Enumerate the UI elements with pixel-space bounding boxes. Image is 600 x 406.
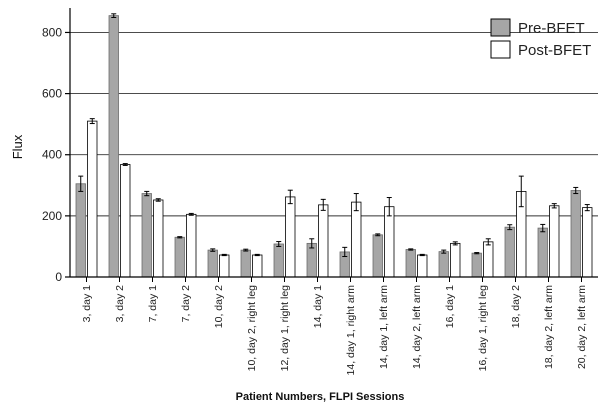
bar-pre-bfet: [372, 234, 383, 278]
bar-pre-bfet: [174, 236, 185, 278]
bar-post-bfet: [483, 241, 494, 278]
bar-post-bfet: [153, 199, 164, 278]
bar-post-bfet: [351, 201, 362, 278]
bar-pre-bfet: [504, 226, 515, 278]
bar-pre-bfet: [405, 249, 416, 278]
bar-pre-bfet: [570, 190, 581, 278]
bars: [75, 15, 593, 278]
bar-post-bfet: [87, 120, 98, 278]
y-axis-title: Flux: [10, 134, 25, 159]
x-tick-label: 12, day 1, right leg: [279, 285, 291, 372]
bar-pre-bfet: [75, 183, 86, 278]
x-tick-label: 10, day 2, right leg: [246, 285, 258, 372]
legend: Pre-BFET Post-BFET: [490, 18, 591, 59]
y-ticks: 0 200 400 600 800: [42, 25, 70, 284]
x-tick-label: 18, day 2: [510, 285, 522, 328]
y-tick-label: 400: [42, 148, 62, 162]
x-tick-label: 16, day 1, right leg: [477, 285, 489, 372]
x-tick-label: 18, day 2, left arm: [543, 285, 555, 369]
bar-post-bfet: [417, 254, 428, 278]
x-tick-label: 20, day 2, left arm: [576, 285, 588, 369]
bar-post-bfet: [384, 206, 395, 278]
x-axis-title: Patient Numbers, FLPI Sessions: [236, 391, 405, 403]
bar-pre-bfet: [141, 193, 152, 278]
bar-post-bfet: [219, 254, 230, 278]
bar-post-bfet: [450, 242, 461, 278]
y-tick-label: 800: [42, 25, 62, 39]
bar-pre-bfet: [471, 252, 482, 278]
x-tick-label: 7, day 1: [147, 285, 159, 323]
bar-post-bfet: [285, 196, 296, 278]
bar-pre-bfet: [108, 15, 119, 278]
x-tick-label: 14, day 2, left arm: [411, 285, 423, 369]
error-bars: [78, 13, 590, 258]
x-tick-label: 14, day 1: [312, 285, 324, 328]
bar-post-bfet: [318, 204, 329, 278]
x-tick-label: 14, day 1, right arm: [345, 285, 357, 376]
legend-label-post: Post-BFET: [518, 42, 591, 59]
bar-post-bfet: [582, 207, 593, 278]
legend-label-pre: Pre-BFET: [518, 20, 585, 37]
x-tick-label: 10, day 2: [213, 285, 225, 328]
bar-pre-bfet: [207, 249, 218, 278]
x-tick-label: 7, day 2: [180, 285, 192, 323]
bar-pre-bfet: [537, 227, 548, 278]
y-tick-label: 600: [42, 87, 62, 101]
legend-swatch-post: [490, 40, 511, 59]
bar-post-bfet: [252, 254, 263, 278]
y-tick-label: 200: [42, 209, 62, 223]
bar-post-bfet: [186, 213, 197, 278]
x-tick-label: 3, day 2: [114, 285, 126, 323]
y-tick-label: 0: [55, 270, 62, 284]
x-tick-label: 14, day 1, left arm: [378, 285, 390, 369]
bar-pre-bfet: [240, 249, 251, 278]
bar-post-bfet: [120, 164, 131, 278]
legend-swatch-pre: [490, 18, 511, 37]
bar-post-bfet: [549, 205, 560, 278]
gridlines: [70, 32, 598, 217]
bar-pre-bfet: [273, 243, 284, 278]
x-tick-label: 3, day 1: [81, 285, 93, 323]
x-tick-label: 16, day 1: [444, 285, 456, 328]
bar-pre-bfet: [438, 251, 449, 278]
x-ticks: 3, day 1 3, day 2 7, day 1 7, day 2 10, day …: [81, 277, 588, 375]
